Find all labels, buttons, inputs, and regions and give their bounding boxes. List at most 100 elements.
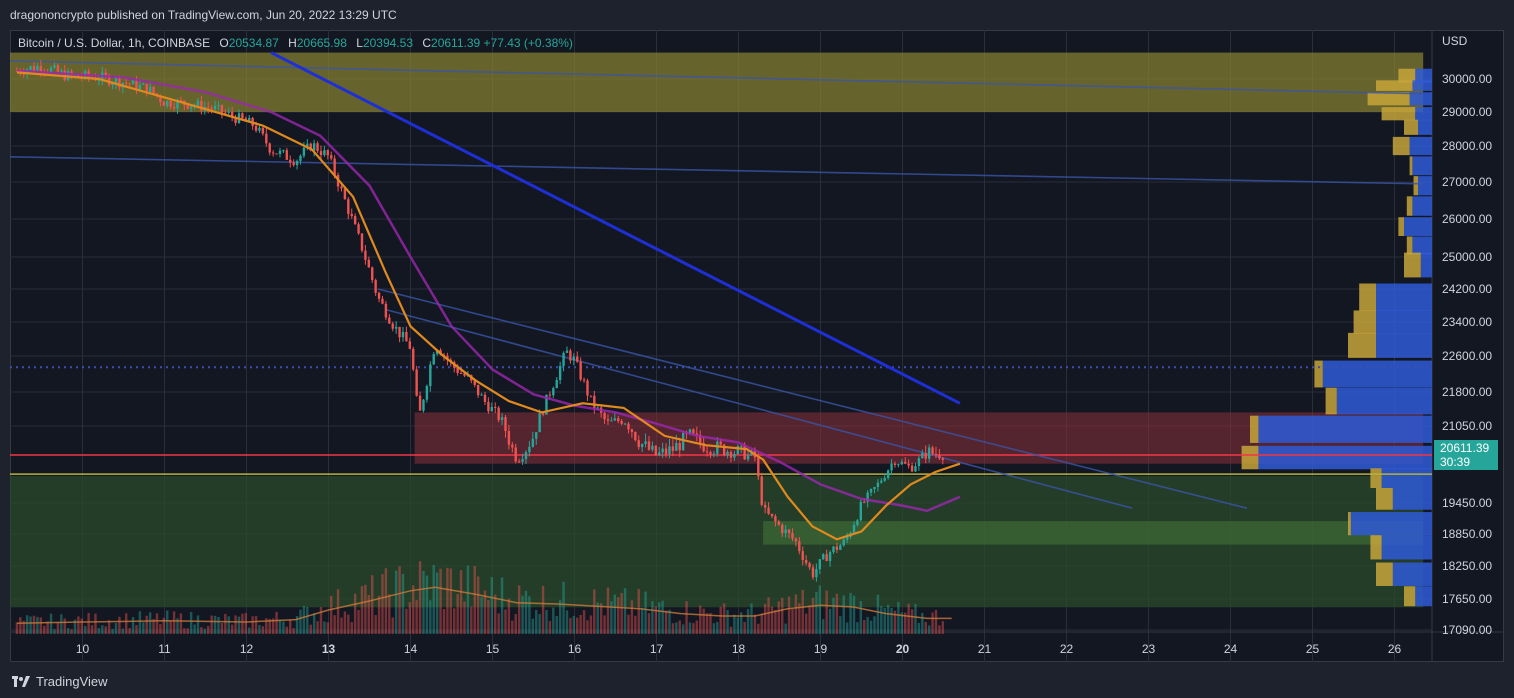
candle-body (880, 480, 883, 483)
footer[interactable]: TradingView (12, 674, 108, 689)
candle-body (890, 463, 893, 471)
candle-body (248, 117, 251, 122)
volume-bar (890, 607, 893, 634)
volume-bar (183, 628, 186, 634)
candle-body (569, 350, 572, 361)
volume-bar (712, 623, 716, 634)
candle-body (39, 65, 43, 72)
trendline-long_down_blue (10, 60, 1424, 95)
volume-bar (654, 606, 658, 634)
candle-body (425, 386, 429, 400)
volume-bar (459, 570, 463, 634)
candle-body (934, 453, 938, 456)
candle-body (135, 80, 138, 90)
volume-bar (681, 624, 685, 634)
volume-bar (265, 618, 268, 634)
candle-body (319, 151, 323, 156)
volume-bar (412, 585, 415, 634)
volume-bar (49, 613, 53, 634)
volume-bar (668, 609, 671, 634)
volume-bar (340, 617, 343, 634)
volume-bar (661, 600, 664, 634)
brand-name: TradingView (36, 674, 108, 689)
volume-bar (606, 587, 610, 634)
profile-bar-up (1398, 217, 1404, 236)
candle-body (377, 292, 381, 299)
y-tick-label: 25000.00 (1442, 250, 1493, 264)
y-tick-label: 18250.00 (1442, 559, 1493, 573)
volume-bar (852, 595, 856, 634)
volume-bar (353, 593, 357, 634)
x-tick-label: 17 (649, 642, 664, 656)
volume-bar (319, 607, 323, 634)
candle-body (815, 569, 818, 578)
candle-body (736, 446, 740, 454)
volume-bar (230, 624, 234, 634)
high-value: 20665.98 (296, 36, 347, 50)
volume-bar (56, 621, 60, 634)
candle-body (798, 541, 801, 552)
candle-body (357, 224, 360, 234)
volume-bar (863, 620, 866, 634)
candle-body (873, 486, 876, 489)
symbol-label[interactable]: Bitcoin / U.S. Dollar, 1h, COINBASE (18, 36, 211, 50)
candle-body (384, 303, 388, 318)
volume-bar (323, 621, 326, 634)
volume-bar (507, 598, 511, 634)
profile-bar-down (1322, 360, 1432, 388)
x-tick-label: 20 (895, 642, 910, 656)
candle-body (111, 83, 114, 86)
volume-bar (569, 617, 572, 634)
x-tick-label: 10 (75, 642, 90, 656)
candle-body (654, 445, 658, 456)
low-value: 20394.53 (362, 36, 413, 50)
candle-body (29, 66, 32, 70)
candle-body (938, 455, 941, 459)
volume-bar (330, 595, 333, 634)
volume-bar (118, 616, 121, 634)
y-tick-label: 19450.00 (1442, 496, 1493, 510)
volume-bar (743, 621, 746, 634)
candle-body (760, 476, 763, 505)
volume-bar (152, 618, 155, 634)
volume-bar (822, 619, 825, 634)
candle-body (388, 317, 391, 324)
tradingview-logo-icon (12, 675, 30, 687)
volume-bar (647, 613, 651, 634)
x-tick-label: 12 (239, 642, 254, 656)
ema-short-line (16, 71, 961, 541)
volume-bar (463, 601, 466, 634)
volume-bar (398, 566, 401, 634)
volume-bar (87, 612, 90, 634)
candle-body (473, 380, 476, 385)
candle-body (613, 418, 617, 421)
currency-label[interactable]: USD (1442, 34, 1468, 48)
candle-body (200, 100, 203, 111)
publisher-line: dragononcrypto published on TradingView.… (10, 8, 397, 22)
candle-body (302, 147, 306, 156)
price-chart[interactable] (10, 30, 1504, 662)
volume-bar (599, 603, 603, 634)
candle-body (309, 143, 312, 151)
volume-bar (644, 591, 647, 634)
volume-bar (248, 627, 251, 634)
volume-bar (408, 602, 412, 634)
candle-body (53, 65, 56, 68)
candle-body (186, 105, 189, 109)
candle-body (579, 361, 582, 380)
volume-bar (176, 618, 179, 634)
volume-bar (781, 597, 784, 634)
candle-body (487, 401, 490, 412)
low-key: L (356, 36, 363, 50)
profile-bar-down (1418, 119, 1432, 135)
candle-body (497, 407, 500, 421)
volume-bar (213, 615, 217, 634)
candle-body (142, 83, 145, 85)
candle-body (490, 407, 494, 412)
candle-body (343, 188, 347, 200)
candle-body (162, 101, 166, 106)
volume-bar (449, 568, 453, 634)
volume-bar (261, 626, 265, 634)
volume-bar (466, 565, 470, 634)
candle-body (278, 150, 282, 155)
